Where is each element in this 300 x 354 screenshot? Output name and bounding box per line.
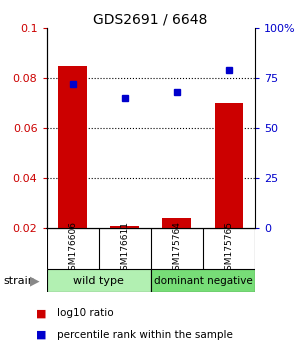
Text: log10 ratio: log10 ratio bbox=[57, 308, 114, 318]
Bar bbox=[58, 66, 87, 228]
Text: ■: ■ bbox=[36, 330, 46, 339]
Bar bbox=[214, 103, 243, 228]
Text: GSM175765: GSM175765 bbox=[224, 221, 233, 276]
Bar bbox=[163, 218, 191, 228]
Bar bbox=[151, 269, 255, 292]
Text: wild type: wild type bbox=[73, 275, 124, 286]
Text: strain: strain bbox=[3, 275, 35, 286]
Text: GSM176611: GSM176611 bbox=[120, 221, 129, 276]
Text: GDS2691 / 6648: GDS2691 / 6648 bbox=[93, 12, 207, 27]
Text: GSM175764: GSM175764 bbox=[172, 221, 181, 276]
Text: GSM176606: GSM176606 bbox=[68, 221, 77, 276]
Text: ▶: ▶ bbox=[30, 274, 39, 287]
Text: dominant negative: dominant negative bbox=[154, 275, 252, 286]
Text: ■: ■ bbox=[36, 308, 46, 318]
Bar bbox=[46, 269, 151, 292]
Text: percentile rank within the sample: percentile rank within the sample bbox=[57, 330, 233, 339]
Bar bbox=[110, 226, 139, 228]
